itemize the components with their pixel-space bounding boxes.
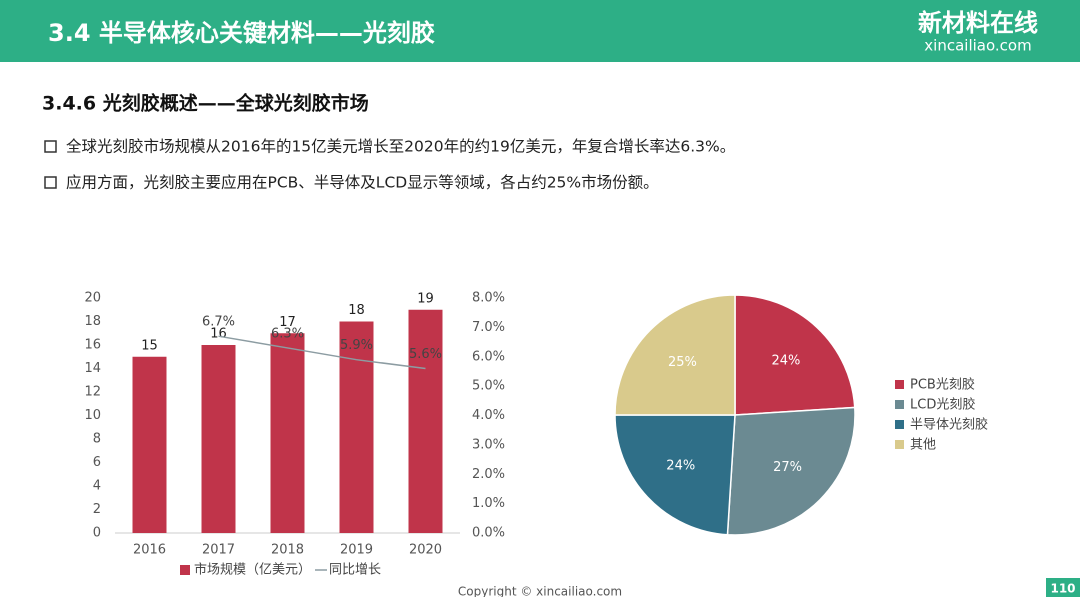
legend-swatch [895,400,904,409]
data-label: 24% [666,458,695,473]
header-title: 3.4 半导体核心关键材料——光刻胶 [48,19,435,47]
y-tick-label: 6 [93,455,101,470]
page-badge [1046,578,1080,597]
y2-tick-label: 3.0% [472,437,505,452]
y2-tick-label: 5.0% [472,379,505,394]
legend-label: 市场规模（亿美元） [194,562,311,578]
bullet: 全球光刻胶市场规模从2016年的15亿美元增长至2020年的约19亿美元，年复合… [66,138,735,156]
legend-swatch [180,565,190,575]
y2-tick-label: 0.0% [472,526,505,541]
x-tick-label: 2018 [271,543,304,558]
y-tick-label: 8 [93,432,101,447]
pie-slice [614,414,736,536]
y-tick-label: 2 [93,502,101,517]
x-tick-label: 2016 [133,543,166,558]
y2-tick-label: 7.0% [472,320,505,335]
logo: 新材料在线 [918,9,1038,37]
y-tick-label: 20 [84,291,101,306]
y2-tick-label: 8.0% [472,291,505,306]
pie-slice [734,294,856,416]
y-tick-label: 4 [93,479,101,494]
y2-tick-label: 2.0% [472,467,505,482]
legend-swatch [895,440,904,449]
y-tick-label: 18 [84,314,101,329]
data-label: 24% [771,353,800,368]
data-label: 5.9% [340,338,373,353]
bar [408,309,443,533]
pie-slice [726,406,856,536]
bullet: 应用方面，光刻胶主要应用在PCB、半导体及LCD显示等领域，各占约25%市场份额… [66,173,659,192]
legend-label: PCB光刻胶 [910,377,975,393]
data-label: 18 [348,303,365,318]
data-label: 27% [773,460,802,475]
legend-label: 其他 [910,438,936,453]
header-bar [0,0,1080,62]
x-tick-label: 2017 [202,543,235,558]
y-tick-label: 16 [84,338,101,353]
copyright: Copyright © xincailiao.com [458,585,622,597]
data-label: 19 [417,291,434,306]
bar [201,345,236,533]
data-label: 6.7% [202,315,235,330]
line [218,335,426,370]
legend-swatch [895,380,904,389]
y-tick-label: 10 [84,408,101,423]
bullet-box [44,176,57,189]
y2-tick-label: 4.0% [472,408,505,423]
bar [132,356,167,533]
y-tick-label: 0 [93,526,101,541]
bar [339,321,374,533]
pie-slice [614,294,736,416]
x-tick-label: 2020 [409,543,442,558]
legend-label: 半导体光刻胶 [910,417,988,433]
data-label: 15 [141,338,158,353]
bullet-box [44,140,57,153]
y2-tick-label: 6.0% [472,349,505,364]
data-label: 5.6% [409,347,442,362]
legend-label: 同比增长 [329,563,381,578]
legend-label: LCD光刻胶 [910,397,975,413]
data-label: 17 [279,315,296,330]
bar [270,333,305,533]
legend-swatch [895,420,904,429]
section-title: 3.4.6 光刻胶概述——全球光刻胶市场 [42,92,369,115]
data-label: 6.3% [271,326,304,341]
data-label: 16 [210,327,227,342]
y2-tick-label: 1.0% [472,496,505,511]
page-number: 110 [1050,582,1075,596]
y-tick-label: 12 [84,385,101,400]
data-label: 25% [668,355,697,370]
logo-url: xincailiao.com [924,37,1031,55]
y-tick-label: 14 [84,361,101,376]
x-tick-label: 2019 [340,543,373,558]
